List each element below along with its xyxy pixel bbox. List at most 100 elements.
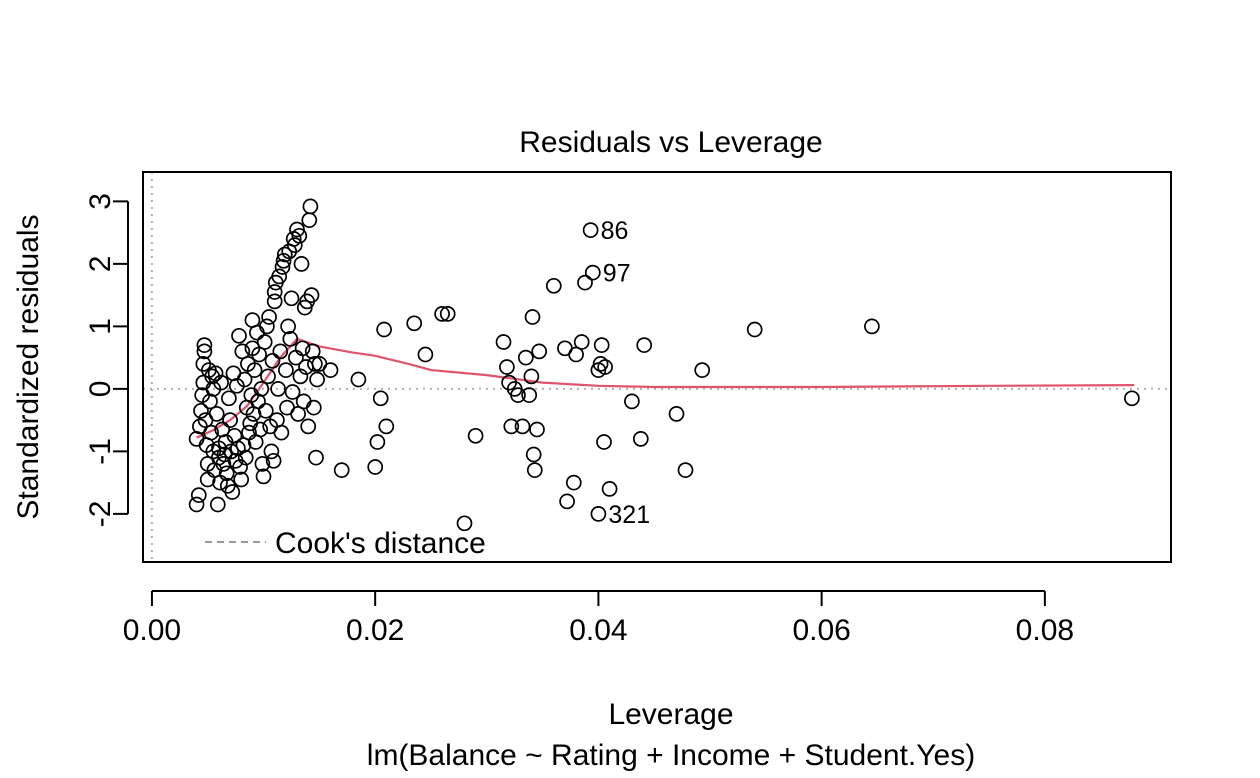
data-point — [467, 427, 484, 444]
y-tick-label: 3 — [84, 193, 117, 210]
data-point — [253, 381, 270, 397]
data-point — [293, 256, 310, 272]
legend: Cook's distance — [205, 527, 486, 560]
data-point — [283, 290, 300, 307]
data-point — [577, 274, 593, 291]
data-point — [233, 471, 250, 488]
data-point — [303, 287, 320, 303]
data-point — [272, 343, 289, 360]
data-point — [271, 268, 288, 285]
data-point — [222, 412, 238, 428]
data-point — [350, 371, 367, 388]
x-axis: 0.00 0.02 0.04 0.06 0.08 — [123, 590, 1074, 647]
data-point — [209, 496, 226, 513]
x-tick-label: 0.04 — [569, 614, 627, 647]
data-point — [636, 337, 653, 353]
chart-title: Residuals vs Leverage — [519, 126, 823, 159]
data-point — [259, 318, 275, 335]
data-point — [196, 343, 213, 360]
data-point — [221, 390, 237, 407]
data-point — [273, 424, 290, 441]
data-point — [289, 221, 305, 238]
data-point — [261, 309, 277, 325]
data-point — [280, 318, 296, 335]
data-point — [284, 384, 301, 400]
y-axis: -2 -1 0 1 2 3 — [84, 193, 129, 528]
data-point — [499, 359, 515, 375]
data-point — [545, 277, 562, 294]
data-point — [275, 252, 292, 269]
x-tick-label: 0.02 — [346, 614, 404, 647]
data-point — [188, 496, 205, 513]
data-point — [746, 321, 763, 338]
data-point — [503, 418, 520, 435]
data-point — [559, 493, 575, 510]
data-point — [372, 390, 389, 407]
data-point — [632, 431, 649, 447]
data-point — [529, 421, 545, 438]
data-point — [523, 368, 540, 385]
data-point — [286, 237, 303, 253]
smoother-group — [196, 337, 1135, 439]
data-point — [215, 456, 232, 472]
data-point — [584, 264, 601, 281]
y-tick-label: 2 — [84, 256, 117, 273]
data-point — [677, 462, 694, 478]
data-point — [864, 318, 880, 335]
data-point — [291, 227, 308, 244]
data-point — [203, 424, 219, 441]
y-tick-label: -2 — [84, 501, 117, 528]
data-point — [207, 365, 224, 382]
data-point — [270, 381, 286, 397]
data-point — [295, 393, 312, 410]
data-point — [232, 459, 248, 475]
data-point — [307, 356, 323, 372]
data-point — [292, 368, 309, 385]
data-point — [333, 462, 350, 478]
y-tick-label: 1 — [84, 318, 117, 335]
data-point — [308, 449, 324, 466]
data-point — [624, 393, 640, 410]
data-point — [521, 387, 538, 403]
x-tick-label: 0.06 — [792, 614, 850, 647]
data-point — [252, 421, 269, 438]
data-point — [282, 331, 299, 347]
data-point — [274, 259, 291, 275]
data-point — [208, 406, 225, 422]
data-point — [525, 446, 542, 463]
data-point — [495, 334, 512, 350]
data-point — [378, 418, 395, 435]
data-point — [305, 399, 322, 416]
reference-lines — [143, 172, 1171, 562]
data-point — [524, 309, 541, 325]
data-point — [300, 418, 317, 435]
data-point — [231, 327, 247, 344]
plot-frame — [142, 171, 1172, 563]
smoother-line — [196, 337, 1135, 439]
point-labels-group: 86 97 321 — [601, 217, 651, 529]
data-point — [367, 459, 384, 475]
data-point — [526, 462, 543, 478]
data-point — [276, 246, 293, 263]
data-point — [517, 349, 534, 366]
data-point — [596, 434, 612, 450]
data-point — [294, 340, 311, 357]
data-point — [190, 487, 207, 503]
data-point — [263, 443, 280, 460]
data-point — [369, 434, 386, 450]
data-point — [218, 465, 235, 482]
point-label: 86 — [601, 217, 629, 245]
data-point — [456, 515, 473, 532]
y-tick-label: -1 — [84, 438, 117, 465]
data-point — [510, 387, 526, 403]
data-point — [265, 452, 282, 469]
data-point — [301, 212, 318, 228]
data-point — [278, 362, 294, 378]
data-point — [439, 306, 456, 322]
data-point — [592, 356, 609, 372]
data-point — [376, 321, 392, 338]
x-axis-label: Leverage — [608, 698, 733, 731]
data-point — [242, 415, 259, 432]
data-point — [582, 222, 599, 238]
